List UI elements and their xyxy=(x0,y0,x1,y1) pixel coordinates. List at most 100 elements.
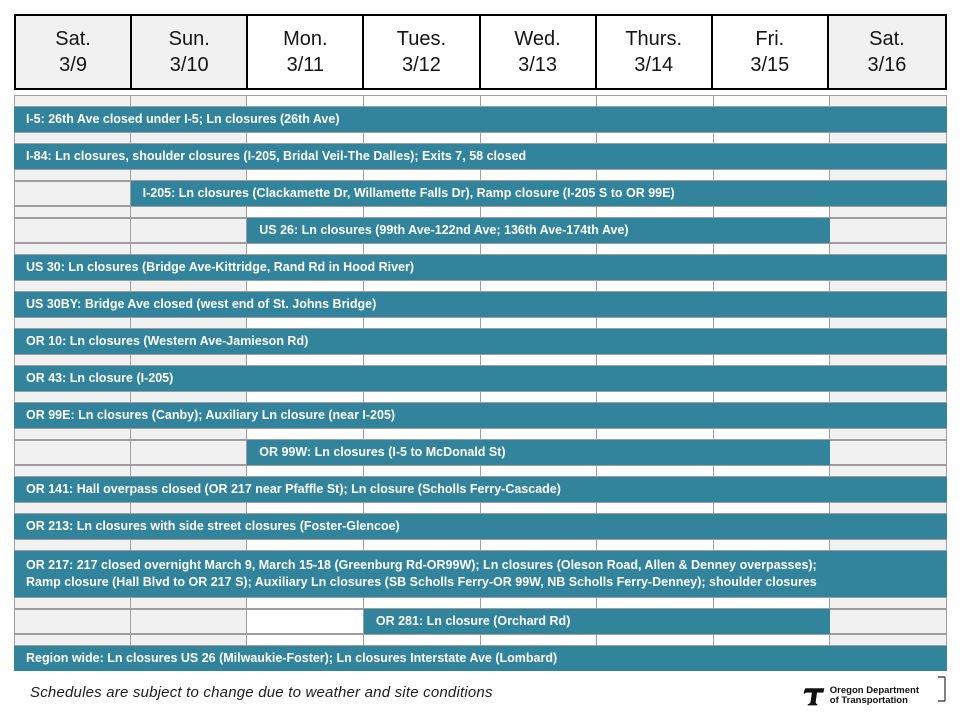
grid-cell xyxy=(597,95,714,107)
schedule-row: OR 141: Hall overpass closed (OR 217 nea… xyxy=(14,477,947,502)
grid-cell xyxy=(713,280,831,292)
closure-bar-label: I-5: 26th Ave closed under I-5; Ln closu… xyxy=(26,112,340,126)
grid-cell xyxy=(830,169,947,181)
grid-cell xyxy=(597,391,714,403)
grid-cell xyxy=(830,354,947,366)
grid-cell xyxy=(14,539,131,551)
grid-cell xyxy=(713,634,831,646)
grid-cell xyxy=(713,132,831,144)
grid-cell xyxy=(363,597,481,609)
grid-cell xyxy=(247,597,364,609)
closure-bar: OR 43: Ln closure (I-205) xyxy=(14,366,947,391)
closure-bar: OR 10: Ln closures (Western Ave-Jamieson… xyxy=(14,329,947,354)
grid-cell xyxy=(247,428,364,440)
grid-cell xyxy=(363,354,481,366)
closure-bar: OR 213: Ln closures with side street clo… xyxy=(14,514,947,539)
grid-gap-row xyxy=(14,95,947,107)
schedule-row: US 26: Ln closures (99th Ave-122nd Ave; … xyxy=(14,218,947,243)
grid-cell xyxy=(830,597,947,609)
grid-cell xyxy=(130,634,248,646)
grid-cell xyxy=(830,634,947,646)
grid-cell xyxy=(247,317,364,329)
grid-cell xyxy=(14,317,131,329)
closure-bar: OR 99E: Ln closures (Canby); Auxiliary L… xyxy=(14,403,947,428)
grid-cell xyxy=(247,391,364,403)
closure-bar-label: OR 99E: Ln closures (Canby); Auxiliary L… xyxy=(26,408,396,422)
grid-cell xyxy=(130,502,248,514)
day-header-cell-thurs-3-14: Thurs. 3/14 xyxy=(596,16,713,88)
grid-gap-row xyxy=(14,634,947,646)
day-name: Mon. xyxy=(283,28,328,50)
grid-cell xyxy=(14,243,131,255)
grid-cell xyxy=(247,132,364,144)
closure-bar-label: I-205: Ln closures (Clackamette Dr, Will… xyxy=(142,186,675,200)
schedule-row: OR 10: Ln closures (Western Ave-Jamieson… xyxy=(14,329,947,354)
odot-logo-line1: Oregon Department xyxy=(829,684,919,696)
grid-gap-row xyxy=(14,280,947,292)
grid-cell xyxy=(713,465,831,477)
grid-gap-row xyxy=(14,206,947,218)
day-date: 3/9 xyxy=(59,54,87,76)
grid-cell xyxy=(480,539,598,551)
grid-cell xyxy=(14,428,131,440)
day-header-cell-wed-3-13: Wed. 3/13 xyxy=(480,16,597,88)
grid-cell xyxy=(830,391,947,403)
grid-cell xyxy=(713,206,831,218)
grid-cell xyxy=(480,317,598,329)
grid-cell xyxy=(830,95,947,107)
grid-cell xyxy=(480,597,598,609)
schedule-row: US 30BY: Bridge Ave closed (west end of … xyxy=(14,292,947,317)
closure-bar-label: OR 213: Ln closures with side street clo… xyxy=(26,519,400,533)
closure-schedule-chart: Sat. 3/9 Sun. 3/10 Mon. 3/11 Tues. 3/12 Wed. 3/13… xyxy=(14,14,947,671)
grid-cell xyxy=(713,243,831,255)
grid-cell xyxy=(130,609,248,634)
day-header-row: Sat. 3/9 Sun. 3/10 Mon. 3/11 Tues. 3/12 Wed. 3/13… xyxy=(14,14,947,90)
day-header-cell-sat-3-16: Sat. 3/16 xyxy=(828,16,945,88)
grid-cell xyxy=(247,95,364,107)
grid-cell xyxy=(14,132,131,144)
grid-cell xyxy=(247,609,364,634)
closure-bar: Region wide: Ln closures US 26 (Milwauki… xyxy=(14,646,947,671)
grid-cell xyxy=(597,280,714,292)
day-date: 3/13 xyxy=(518,54,558,76)
schedule-row: OR 43: Ln closure (I-205) xyxy=(14,366,947,391)
grid-cell xyxy=(830,206,947,218)
schedule-row: I-84: Ln closures, shoulder closures (I-… xyxy=(14,144,947,169)
grid-cell xyxy=(480,95,598,107)
grid-cell xyxy=(363,428,481,440)
grid-cell xyxy=(130,465,248,477)
disclaimer-note: Schedules are subject to change due to w… xyxy=(30,684,493,701)
grid-cell xyxy=(713,597,831,609)
grid-cell xyxy=(597,502,714,514)
grid-gap-row xyxy=(14,539,947,551)
grid-cell xyxy=(130,354,248,366)
grid-cell xyxy=(14,206,131,218)
grid-cell xyxy=(597,465,714,477)
grid-cell xyxy=(713,95,831,107)
day-header-cell-mon-3-11: Mon. 3/11 xyxy=(248,16,365,88)
schedule-row: OR 217: 217 closed overnight March 9, Ma… xyxy=(14,551,947,597)
grid-cell xyxy=(597,169,714,181)
day-date: 3/15 xyxy=(750,54,790,76)
day-name: Sat. xyxy=(55,28,91,50)
grid-cell xyxy=(830,317,947,329)
grid-cell xyxy=(363,206,481,218)
grid-gap-row xyxy=(14,465,947,477)
grid-cell xyxy=(14,597,131,609)
grid-cell xyxy=(713,502,831,514)
closure-bar: I-84: Ln closures, shoulder closures (I-… xyxy=(14,144,947,169)
day-header-cell-sat-3-9: Sat. 3/9 xyxy=(16,16,133,88)
grid-cell xyxy=(830,243,947,255)
grid-cell xyxy=(480,169,598,181)
grid-cell xyxy=(830,428,947,440)
grid-cell xyxy=(363,502,481,514)
grid-cell xyxy=(713,317,831,329)
grid-cell xyxy=(14,634,131,646)
day-name: Sat. xyxy=(869,28,905,50)
grid-cell xyxy=(363,280,481,292)
schedule-row: OR 281: Ln closure (Orchard Rd) xyxy=(14,609,947,634)
grid-cell xyxy=(247,465,364,477)
closure-bar-label: OR 141: Hall overpass closed (OR 217 nea… xyxy=(26,482,561,496)
grid-cell xyxy=(130,440,248,465)
